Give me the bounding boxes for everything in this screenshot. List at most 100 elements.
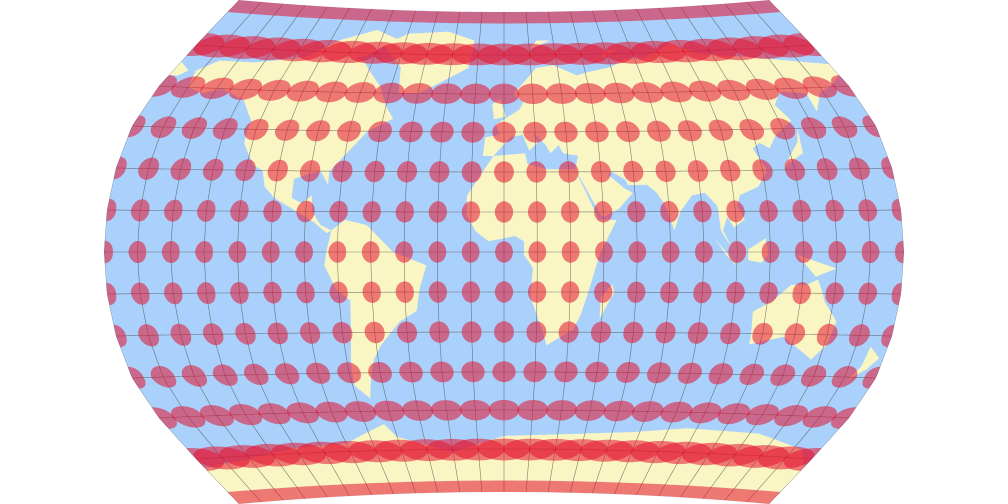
tissot-ellipse	[720, 322, 741, 345]
tissot-ellipse	[488, 83, 520, 105]
tissot-ellipse	[263, 200, 282, 223]
tissot-ellipse	[689, 80, 722, 102]
tissot-ellipse	[574, 400, 606, 421]
tissot-ellipse	[802, 76, 837, 98]
tissot-ellipse	[337, 120, 361, 142]
tissot-ellipse	[647, 362, 671, 384]
tissot-ellipse	[660, 200, 679, 223]
tissot-ellipse	[494, 161, 514, 183]
tissot-ellipse	[397, 321, 417, 343]
tissot-ellipse	[831, 116, 858, 139]
tissot-ellipse	[585, 361, 609, 383]
tissot-ellipse	[720, 159, 741, 182]
land-south-america	[324, 219, 427, 399]
tissot-ellipse	[267, 322, 288, 345]
tissot-ellipse	[801, 365, 827, 387]
tissot-ellipse	[263, 281, 282, 304]
tissot-ellipse	[687, 160, 708, 182]
tissot-ellipse	[461, 161, 482, 183]
tissot-ellipse	[181, 365, 207, 387]
tissot-ellipse	[364, 160, 385, 183]
tissot-ellipse	[527, 201, 547, 223]
tissot-ellipse	[881, 156, 895, 180]
tissot-ellipse	[623, 321, 644, 344]
tissot-ellipse	[275, 363, 300, 385]
tissot-ellipse	[802, 406, 837, 428]
tissot-ellipse	[368, 121, 392, 143]
tissot-ellipse	[492, 121, 516, 143]
tissot-ellipse	[660, 81, 693, 103]
tissot-ellipse	[528, 241, 547, 263]
tissot-ellipse	[831, 75, 857, 97]
tissot-ellipse	[228, 78, 262, 100]
tissot-ellipse	[795, 241, 813, 263]
tissot-ellipse	[717, 79, 751, 101]
tissot-ellipse	[546, 400, 577, 421]
tissot-ellipse	[261, 241, 280, 263]
tissot-ellipse	[655, 321, 676, 344]
tissot-ellipse	[150, 365, 177, 388]
tissot-ellipse	[784, 323, 806, 346]
tissot-ellipse	[402, 83, 434, 104]
tissot-ellipse	[825, 282, 844, 305]
tissot-ellipse	[461, 241, 480, 263]
tissot-ellipse	[660, 401, 693, 423]
tissot-ellipse	[774, 77, 809, 99]
tissot-ellipse	[770, 364, 796, 386]
south-pole-indicatrix	[227, 480, 781, 504]
tissot-ellipse	[228, 241, 247, 263]
tissot-ellipse	[693, 281, 712, 304]
tissot-ellipse	[295, 241, 313, 263]
tissot-ellipse	[746, 78, 780, 100]
tissot-ellipse	[517, 399, 549, 421]
tissot-ellipse	[523, 361, 547, 383]
tissot-ellipse	[344, 82, 376, 103]
tissot-ellipse	[689, 402, 722, 424]
tissot-ellipse	[337, 362, 361, 384]
tissot-ellipse	[430, 361, 454, 383]
tissot-ellipse	[831, 407, 857, 429]
tissot-ellipse	[459, 83, 491, 105]
tissot-ellipse	[761, 241, 780, 263]
tissot-ellipse	[558, 161, 579, 183]
tissot-ellipse	[881, 324, 895, 348]
tissot-ellipse	[783, 448, 822, 471]
tissot-ellipse	[494, 281, 514, 303]
tissot-ellipse	[362, 201, 381, 223]
tissot-ellipse	[561, 201, 580, 223]
tissot-ellipse	[431, 83, 462, 104]
tissot-ellipse	[328, 241, 347, 263]
tissot-ellipse	[895, 240, 904, 264]
land-new-zealand	[847, 346, 880, 380]
tissot-ellipse	[774, 405, 809, 427]
tissot-ellipse	[138, 157, 159, 180]
tissot-ellipse	[235, 159, 256, 182]
tissot-ellipse	[494, 201, 514, 223]
tissot-ellipse	[395, 281, 414, 303]
tissot-ellipse	[399, 361, 423, 383]
tissot-ellipse	[257, 403, 291, 425]
tissot-ellipse	[591, 321, 611, 343]
tissot-ellipse	[862, 115, 881, 138]
tissot-ellipse	[296, 281, 315, 304]
tissot-ellipse	[717, 403, 751, 425]
tissot-ellipse	[603, 82, 635, 104]
tissot-ellipse	[113, 324, 127, 348]
tissot-ellipse	[759, 200, 778, 222]
tissot-ellipse	[461, 201, 481, 223]
tissot-ellipse	[594, 201, 613, 223]
tissot-ellipse	[395, 241, 413, 263]
tissot-ellipse	[164, 199, 183, 222]
tissot-ellipse	[726, 200, 745, 223]
tissot-ellipse	[364, 321, 385, 344]
tissot-ellipse	[554, 121, 578, 143]
tissot-ellipse	[151, 75, 177, 97]
tissot-ellipse	[708, 119, 733, 141]
tissot-ellipse	[708, 363, 733, 385]
tissot-ellipse	[202, 323, 224, 346]
tissot-ellipse	[627, 281, 646, 303]
tissot-ellipse	[315, 81, 348, 103]
tissot-ellipse	[660, 281, 679, 304]
tissot-ellipse	[170, 323, 192, 346]
tissot-ellipse	[212, 364, 238, 386]
